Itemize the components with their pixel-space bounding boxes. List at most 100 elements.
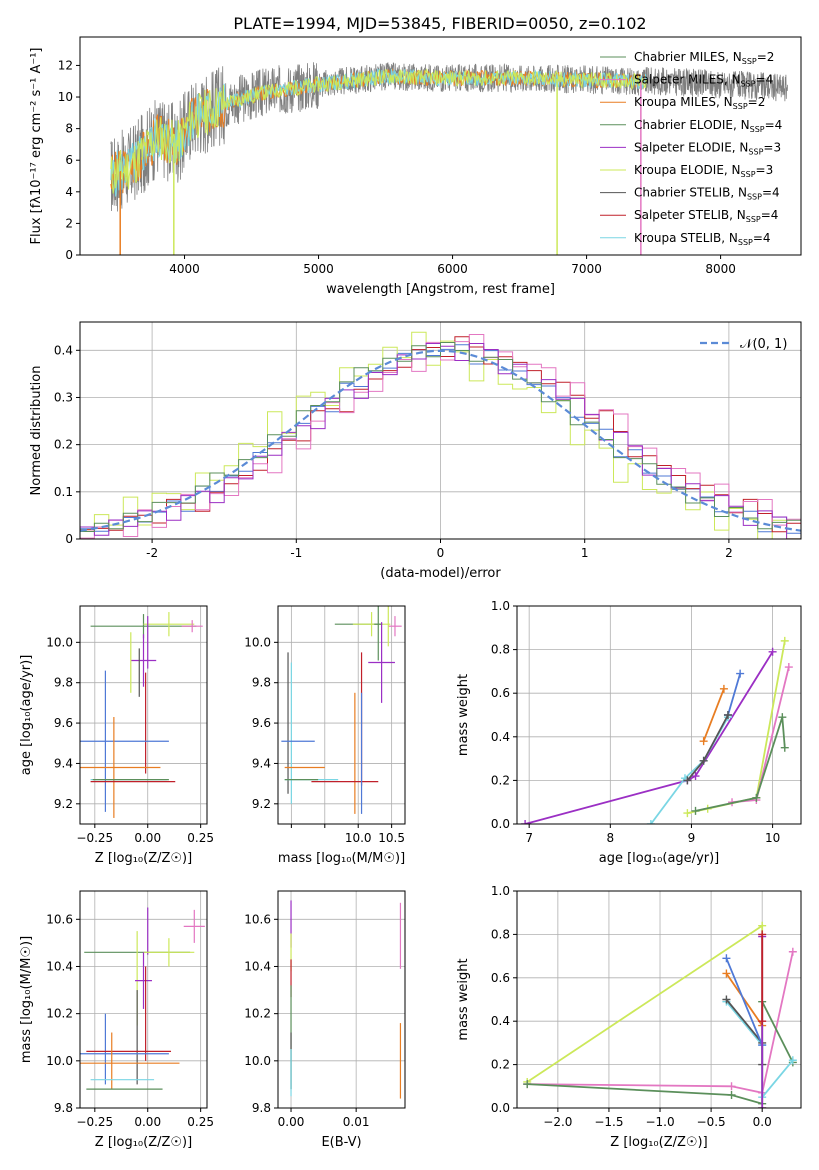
mass-vs-ebv-plot-area bbox=[290, 900, 402, 1099]
model-spectrum-2 bbox=[110, 68, 647, 194]
mass-vs-ebv-panel: 0.00 0.01 9.8 10.0 10.2 10.4 10.6 E(B-V) bbox=[244, 890, 406, 1150]
weight-marker bbox=[723, 711, 732, 719]
y-tick-label: 0 bbox=[65, 248, 73, 262]
x-tick-label: 6000 bbox=[437, 262, 468, 276]
weight-marker bbox=[691, 806, 700, 815]
weight-marker bbox=[722, 969, 731, 978]
y-tick-label: 0 bbox=[65, 532, 73, 546]
y-tick-label: 9.4 bbox=[54, 756, 73, 770]
x-tick-label: 8000 bbox=[705, 262, 736, 276]
weight-line bbox=[725, 957, 764, 1046]
y-tick-label: 10.0 bbox=[46, 1054, 73, 1068]
x-tick-label: 0.00 bbox=[134, 831, 161, 845]
y-tick-label: 9.6 bbox=[54, 716, 73, 730]
weight-vs-Z-panel: −2.0 −1.5 −1.0 −0.5 0.0 0.0 0.2 0.4 0.6 0.8 1.0 Z [… bbox=[456, 884, 802, 1150]
y-axis-label: Normed distribution bbox=[29, 366, 44, 496]
y-tick-label: 0.2 bbox=[54, 438, 73, 452]
x-tick-label: 1 bbox=[581, 546, 589, 560]
weight-marker bbox=[646, 820, 655, 824]
weight-marker bbox=[691, 772, 700, 781]
y-tick-label: 9.8 bbox=[54, 1101, 73, 1115]
spectrum-plot-area bbox=[110, 62, 788, 255]
weight-line bbox=[695, 716, 786, 812]
weight-marker bbox=[778, 713, 787, 722]
weight-marker bbox=[784, 663, 793, 672]
legend-entry: Chabrier MILES, NSSP=2 bbox=[634, 50, 774, 66]
x-axis-label: wavelength [Angstrom, rest frame] bbox=[326, 282, 555, 297]
legend-entry: Chabrier ELODIE, NSSP=4 bbox=[634, 118, 782, 134]
x-tick-label: 10.0 bbox=[345, 831, 372, 845]
y-tick-label: 0.8 bbox=[491, 643, 510, 657]
x-axis-label: E(B-V) bbox=[321, 1135, 361, 1150]
x-tick-label: 5000 bbox=[303, 262, 334, 276]
weight-line bbox=[687, 640, 786, 814]
y-tick-label: 9.2 bbox=[252, 797, 271, 811]
axes-frame bbox=[79, 890, 208, 1109]
weight-marker bbox=[758, 1104, 767, 1108]
age-vs-mass-panel: 10.0 10.5 9.2 9.4 9.6 9.8 10.0 mass [log₁₀(M/M☉… bbox=[244, 605, 406, 866]
x-tick-label: -2 bbox=[146, 546, 158, 560]
axes-frame bbox=[516, 890, 802, 1109]
legend-entry: Kroupa STELIB, NSSP=4 bbox=[634, 231, 771, 247]
x-tick-label: −1.5 bbox=[594, 1115, 623, 1129]
weight-marker bbox=[727, 1082, 736, 1091]
y-axis-label: Flux [fλ10⁻¹⁷ erg cm⁻² s⁻¹ A⁻¹] bbox=[29, 48, 44, 245]
weight-marker bbox=[758, 930, 767, 939]
figure-title: PLATE=1994, MJD=53845, FIBERID=0050, z=0… bbox=[233, 14, 646, 33]
x-tick-label: −0.25 bbox=[76, 1115, 113, 1129]
x-tick-label: −1.0 bbox=[645, 1115, 674, 1129]
y-tick-label: 0.2 bbox=[491, 1058, 510, 1072]
axes-frame bbox=[79, 321, 802, 540]
x-axis-label: (data-model)/error bbox=[380, 566, 501, 581]
weight-marker bbox=[699, 737, 708, 746]
weight-marker bbox=[736, 669, 745, 678]
y-tick-label: 0.4 bbox=[491, 730, 510, 744]
y-axis-label: mass [log₁₀(M/M☉)] bbox=[19, 936, 34, 1063]
x-tick-label: −0.5 bbox=[697, 1115, 726, 1129]
y-tick-label: 10.6 bbox=[46, 912, 73, 926]
age-vs-Z-plot-area bbox=[80, 612, 203, 818]
x-axis-label: Z [log₁₀(Z/Z☉)] bbox=[95, 1135, 192, 1150]
y-tick-label: 0.6 bbox=[491, 686, 510, 700]
axes-frame bbox=[516, 605, 802, 825]
x-tick-label: −2.0 bbox=[543, 1115, 572, 1129]
spectrum-legend: Chabrier MILES, NSSP=2 Salpeter MILES, NS… bbox=[600, 50, 782, 247]
y-tick-label: 9.2 bbox=[54, 797, 73, 811]
x-tick-label: 7 bbox=[525, 831, 533, 845]
x-tick-label: 0.0 bbox=[753, 1115, 772, 1129]
weight-marker bbox=[722, 954, 731, 963]
y-tick-label: 10.4 bbox=[244, 959, 271, 973]
y-tick-label: 0.4 bbox=[491, 1014, 510, 1028]
weight-marker bbox=[788, 947, 797, 956]
y-tick-label: 10.4 bbox=[46, 959, 73, 973]
y-tick-label: 0.6 bbox=[491, 971, 510, 985]
y-tick-label: 12 bbox=[58, 58, 73, 72]
residuals-plot-area bbox=[80, 331, 801, 539]
y-tick-label: 6 bbox=[65, 153, 73, 167]
weight-line bbox=[526, 924, 764, 1108]
x-tick-label: 2 bbox=[725, 546, 733, 560]
weight-marker bbox=[780, 636, 789, 645]
x-tick-label: 0.00 bbox=[134, 1115, 161, 1129]
y-tick-label: 1.0 bbox=[491, 884, 510, 898]
weight-marker bbox=[758, 1017, 767, 1026]
x-tick-label: 7000 bbox=[571, 262, 602, 276]
age-vs-mass-plot-area bbox=[281, 606, 402, 814]
legend-entry: Salpeter STELIB, NSSP=4 bbox=[634, 208, 778, 224]
x-tick-label: 0.25 bbox=[187, 1115, 214, 1129]
y-tick-label: 8 bbox=[65, 122, 73, 136]
weight-line bbox=[524, 651, 774, 824]
x-axis-label: Z [log₁₀(Z/Z☉)] bbox=[610, 1135, 707, 1150]
legend-entry: Salpeter MILES, NSSP=4 bbox=[634, 73, 773, 89]
weight-line bbox=[727, 673, 741, 716]
weight-line bbox=[731, 666, 790, 804]
residuals-panel: -2 -1 0 1 2 0 0.1 0.2 0.3 0.4 (data-model)/error No… bbox=[29, 321, 802, 581]
x-tick-label: −0.25 bbox=[76, 831, 113, 845]
weight-line bbox=[702, 688, 725, 742]
y-axis-label: mass weight bbox=[456, 674, 471, 756]
legend-entry: Chabrier STELIB, NSSP=4 bbox=[634, 186, 780, 202]
weight-marker bbox=[788, 1056, 797, 1065]
weight-vs-age-panel: 7 8 9 10 0.0 0.2 0.4 0.6 0.8 1.0 age [log₁₀(age/yr… bbox=[456, 599, 802, 866]
y-tick-label: 9.6 bbox=[252, 716, 271, 730]
